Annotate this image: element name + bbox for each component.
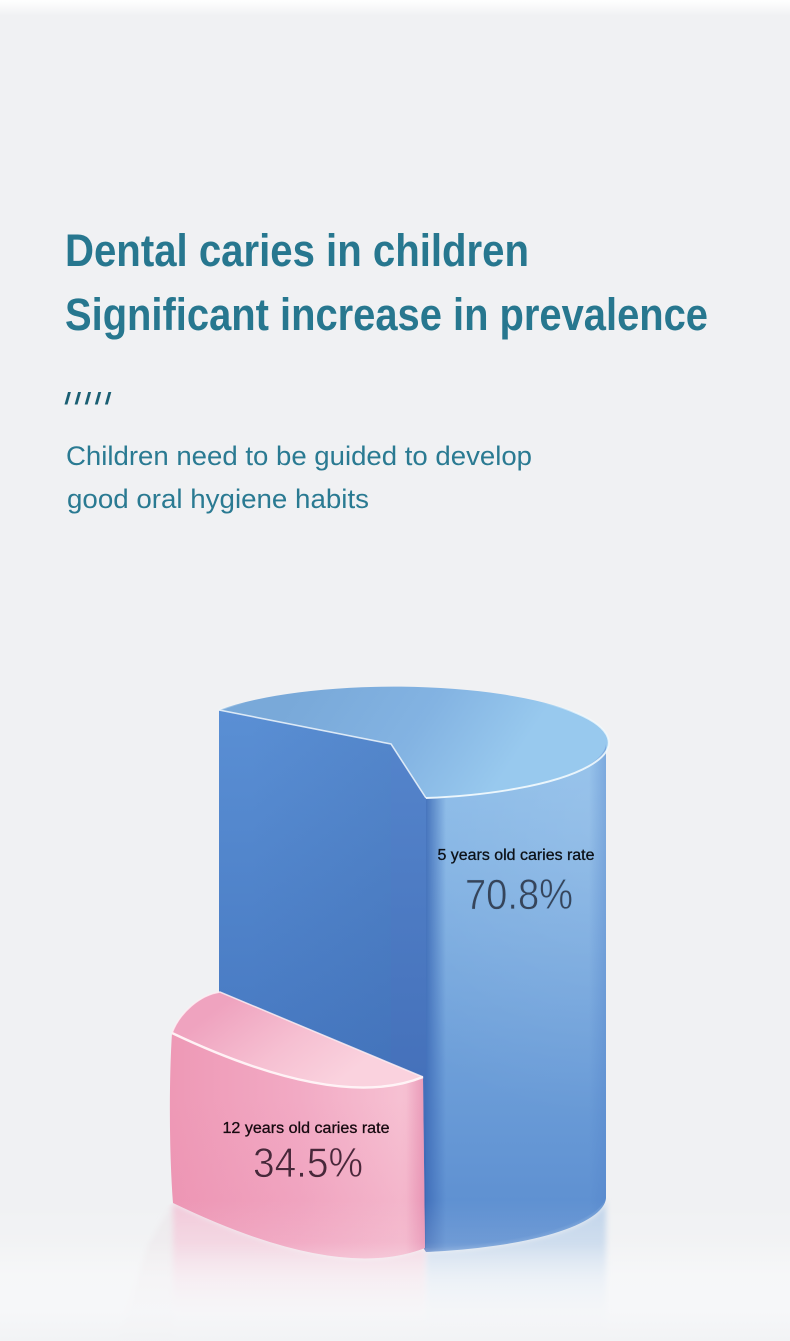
- svg-text:Children need to be guided to: Children need to be guided to develop: [66, 441, 532, 471]
- svg-text:Dental caries in children: Dental caries in children: [65, 225, 529, 276]
- svg-text:5 years old caries rate: 5 years old caries rate: [438, 847, 595, 864]
- svg-text:34.5%: 34.5%: [253, 1139, 363, 1186]
- svg-text:Significant increase in preval: Significant increase in prevalence: [65, 289, 708, 340]
- svg-text:good oral hygiene habits: good oral hygiene habits: [67, 484, 369, 514]
- svg-text:12 years old caries rate: 12 years old caries rate: [223, 1120, 390, 1137]
- svg-text:70.8%: 70.8%: [465, 871, 573, 919]
